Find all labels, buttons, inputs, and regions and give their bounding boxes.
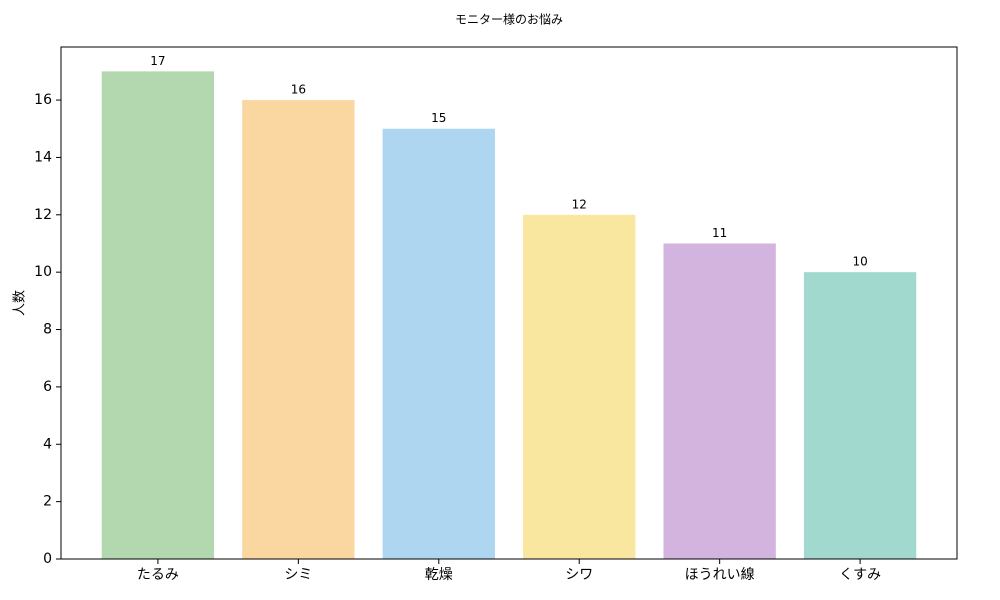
value-label: 10 xyxy=(852,255,867,269)
y-tick-label: 12 xyxy=(34,207,52,223)
bar xyxy=(803,272,917,559)
y-tick-label: 16 xyxy=(34,92,52,108)
y-tick-label: 4 xyxy=(43,436,52,452)
chart-title: モニター様のお悩み xyxy=(455,13,563,27)
y-tick-label: 8 xyxy=(43,322,52,338)
bar xyxy=(382,128,495,559)
value-label: 11 xyxy=(712,226,727,240)
bar xyxy=(523,214,636,559)
value-label: 12 xyxy=(572,197,587,211)
x-tick-label: シミ xyxy=(284,567,312,583)
plot-frame xyxy=(60,46,958,560)
x-tick-label: たるみ xyxy=(137,567,179,583)
y-tick-label: 10 xyxy=(34,264,52,280)
x-tick-label: ほうれい線 xyxy=(685,567,755,583)
x-tick-label: 乾燥 xyxy=(425,567,453,583)
y-tick-label: 14 xyxy=(34,149,52,165)
value-label: 16 xyxy=(291,83,306,97)
y-tick-label: 6 xyxy=(43,379,52,395)
value-label: 15 xyxy=(431,111,446,125)
bar xyxy=(242,100,355,559)
x-tick-label: くすみ xyxy=(839,567,881,583)
y-axis-label: 人数 xyxy=(13,290,28,316)
x-tick-label: シワ xyxy=(565,567,593,583)
bar xyxy=(663,243,776,559)
value-label: 17 xyxy=(150,54,165,68)
y-tick-label: 0 xyxy=(43,551,52,567)
bar xyxy=(101,71,215,559)
y-tick-label: 2 xyxy=(43,494,52,510)
